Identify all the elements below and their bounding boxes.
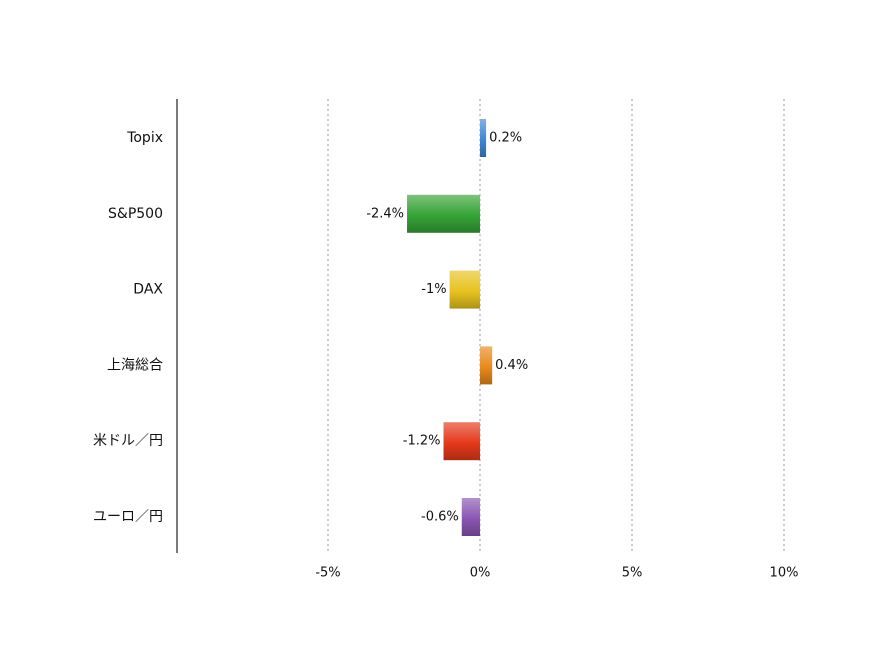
category-label: 米ドル／円 [93, 433, 163, 449]
category-label: ユーロ／円 [93, 509, 163, 525]
category-label: Topix [126, 130, 163, 146]
bar [461, 498, 480, 536]
x-tick-label: 10% [770, 566, 799, 581]
category-label: DAX [133, 282, 163, 298]
x-tick-label: 0% [470, 566, 491, 581]
bar [480, 119, 487, 157]
data-label: -0.6% [421, 510, 459, 525]
bars [407, 119, 493, 536]
x-tick-label: 5% [622, 566, 643, 581]
bar [443, 422, 480, 461]
bar [407, 194, 480, 233]
x-tick-label: -5% [315, 566, 340, 581]
bar [449, 270, 480, 309]
data-label: -1.2% [403, 434, 441, 449]
category-label: 上海総合 [107, 357, 163, 373]
data-label: 0.4% [495, 358, 528, 373]
data-label: -2.4% [366, 206, 404, 221]
grid-lines [327, 99, 785, 553]
labels: -5% 0% 5% 10% Topix 0.2% S&P500 -2.4% DAX -1% 上海総合… [93, 130, 798, 581]
category-label: S&P500 [108, 206, 163, 222]
data-label: -1% [421, 282, 446, 297]
bar [480, 346, 493, 385]
data-label: 0.2% [489, 131, 522, 146]
